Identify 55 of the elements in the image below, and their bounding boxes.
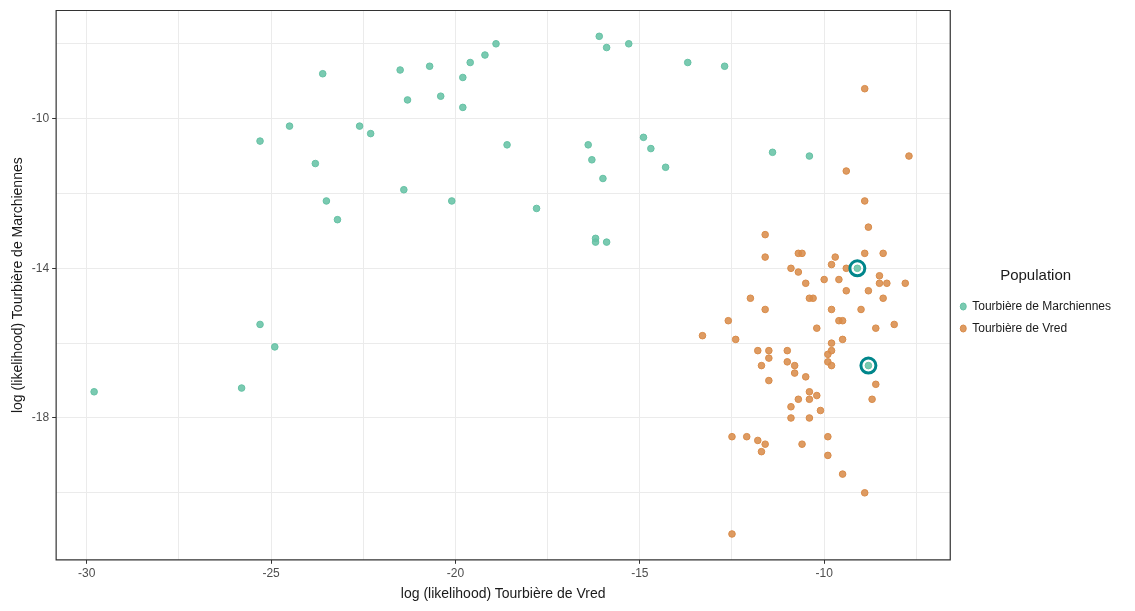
point <box>459 103 467 112</box>
point <box>466 58 474 67</box>
point <box>366 129 375 138</box>
x-tick-label: -25 <box>262 566 281 581</box>
point <box>683 58 692 67</box>
point <box>591 238 600 246</box>
x-tick-label: -10 <box>815 566 834 581</box>
point <box>90 387 98 396</box>
point <box>256 320 264 329</box>
point <box>400 185 408 194</box>
point <box>396 66 404 74</box>
legend-title: Population <box>1000 266 1072 284</box>
point <box>639 133 648 142</box>
point <box>481 51 489 59</box>
y-tick-label: -14 <box>31 260 50 275</box>
point <box>447 197 456 205</box>
point <box>859 356 878 375</box>
y-tick-label: -10 <box>31 110 50 125</box>
x-tick-label: -20 <box>446 566 465 581</box>
point <box>459 73 467 82</box>
legend-label: Tourbière de Vred <box>972 320 1068 335</box>
point <box>311 159 320 168</box>
point <box>492 40 500 48</box>
point <box>848 259 867 278</box>
point <box>595 32 604 41</box>
point <box>256 137 264 145</box>
point <box>285 122 294 130</box>
point <box>588 156 596 164</box>
y-tick-label: -18 <box>31 410 50 425</box>
point <box>584 141 592 149</box>
point <box>270 343 279 351</box>
point <box>425 62 434 71</box>
point <box>720 62 729 71</box>
point <box>532 204 541 213</box>
x-axis-title: log (likelihood) Tourbière de Vred <box>400 585 606 602</box>
point <box>602 43 611 52</box>
point <box>602 238 611 246</box>
point <box>647 144 655 153</box>
y-axis-title: log (likelihood) Tourbière de Marchiennes <box>9 157 26 414</box>
point <box>355 122 364 130</box>
legend-label: Tourbière de Marchiennes <box>972 298 1112 313</box>
point <box>624 40 633 48</box>
point <box>503 141 511 149</box>
x-tick-label: -15 <box>631 566 649 581</box>
point <box>768 148 777 157</box>
point <box>805 152 814 160</box>
x-tick-label: -30 <box>78 566 96 581</box>
point <box>237 384 246 392</box>
point <box>661 163 670 172</box>
point <box>333 215 342 224</box>
point <box>436 92 445 100</box>
point <box>322 197 331 205</box>
point <box>599 174 607 183</box>
point <box>403 96 412 104</box>
point <box>318 69 327 78</box>
